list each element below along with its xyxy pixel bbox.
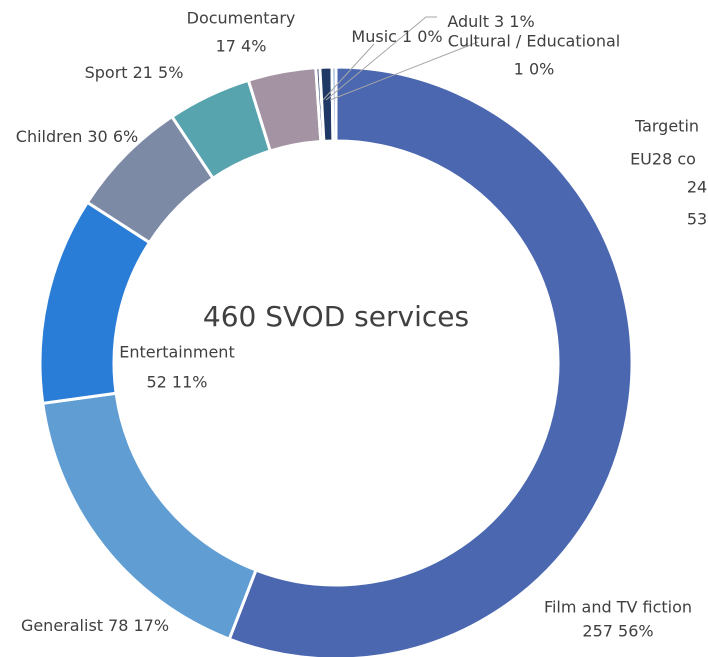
slice [41, 391, 258, 642]
category-label: Generalist [21, 616, 103, 635]
annotation: EU28 co [630, 150, 696, 169]
slice [330, 65, 338, 143]
annotation: 24 [687, 178, 707, 197]
slices [38, 65, 634, 657]
value-label: 1 0% [514, 60, 555, 79]
value-label: 21 5% [133, 63, 184, 82]
leader-line [325, 16, 437, 101]
value-label: 52 11% [146, 373, 207, 392]
slice [227, 65, 634, 657]
category-label: Music [351, 27, 397, 46]
data-label: Generalist 78 17% [21, 616, 169, 635]
leader-line [329, 41, 479, 101]
data-label: Music 1 0% [351, 27, 442, 46]
value-label: 1 0% [402, 27, 443, 46]
data-label: Adult 3 1% [447, 12, 534, 31]
category-label: Adult [447, 12, 489, 31]
value-label: 17 4% [216, 37, 267, 56]
chart-title: 460 SVOD services [203, 300, 469, 333]
value-label: 3 1% [494, 12, 535, 31]
value-label: 78 17% [108, 616, 169, 635]
data-label: Sport 21 5% [85, 63, 184, 82]
category-label: Documentary [187, 9, 296, 28]
data-label: Children 30 6% [16, 127, 138, 146]
annotation: 53 [687, 210, 707, 229]
value-label: 30 6% [87, 127, 138, 146]
category-label: Film and TV fiction [544, 598, 692, 617]
category-label: Entertainment [119, 343, 234, 362]
category-label: Cultural / Educational [448, 32, 620, 51]
value-label: 257 56% [582, 622, 653, 641]
category-label: Sport [85, 63, 128, 82]
category-label: Children [16, 127, 83, 146]
leader-line [322, 43, 375, 101]
annotation: Targetin [634, 117, 699, 136]
